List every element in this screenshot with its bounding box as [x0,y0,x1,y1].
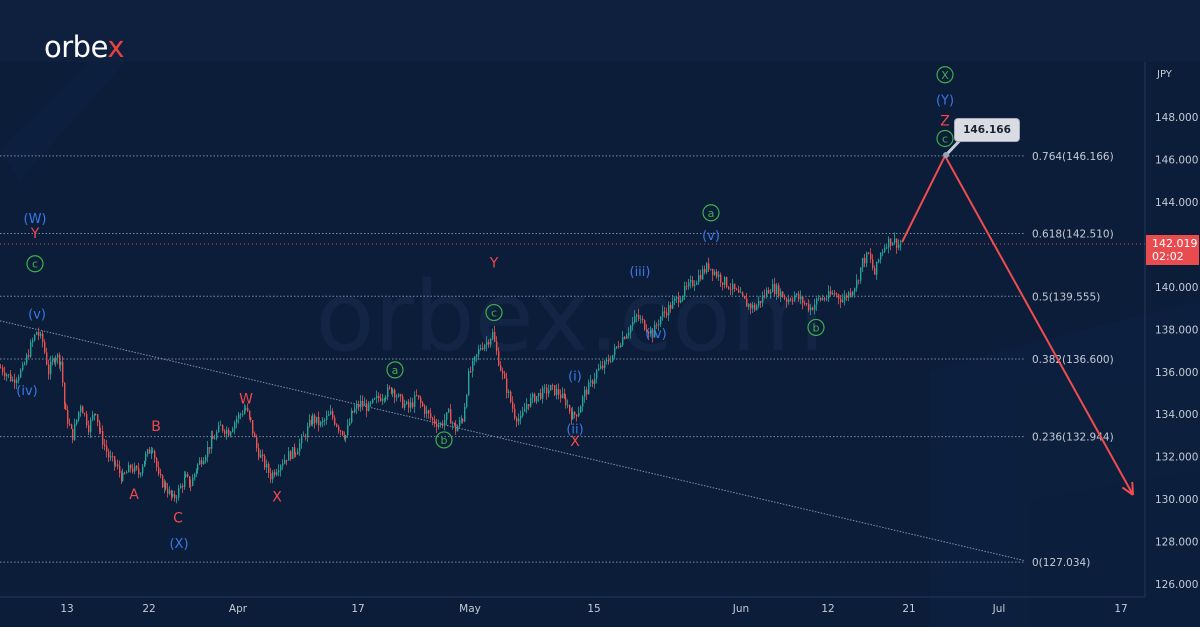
wave-circle [485,303,503,322]
time-tick-label: 17 [1114,603,1127,615]
time-tick-label: 22 [142,603,155,615]
wave-label: (iv) [16,384,37,399]
trendline[interactable] [0,320,1026,562]
wave-labels: (W)Yc(v)(iv)BAC(X)WXabYc(i)(ii)X(iii)(iv… [16,66,954,552]
currency-label: JPY [1156,69,1173,80]
time-axis[interactable]: 13 22 Apr 17 May 15 Jun 12 21 Jul 17 [60,603,1127,615]
price-tick-label: 130.000 [1155,494,1198,506]
fibonacci-levels: 0.764(146.166) 0.618(142.510) 0.5(139.555)… [0,151,1114,569]
wave-label: X [570,434,580,450]
time-tick-label: Jul [992,603,1006,615]
current-price-tag: 142.019 02:02 [1146,235,1199,265]
time-tick-label: May [459,603,481,615]
wave-label: B [151,419,161,435]
fib-level-label: 0.618(142.510) [1032,229,1114,241]
logo-text: orbe [44,30,108,64]
header-bar [0,0,1200,62]
wave-circle [936,129,954,148]
price-tick-label: 128.000 [1155,537,1198,549]
price-tick-label: 140.000 [1155,282,1198,294]
fib-level-label: 0.236(132.944) [1032,432,1114,444]
price-tick-label: 138.000 [1155,324,1198,336]
arrow-head-icon [1121,481,1134,496]
wave-label: (X) [169,537,188,552]
target-price-callout: 146.166 [955,119,1019,141]
price-tick-label: 134.000 [1155,409,1198,421]
target-point [943,152,949,158]
wave-label: c [942,132,948,145]
wave-label: (W) [24,212,47,227]
wave-label: C [173,510,183,526]
wave-circle [26,255,44,273]
orbex-logo: orbex [44,30,125,64]
wave-circle [936,66,954,84]
time-tick-label: 15 [587,603,600,615]
wave-circle [386,361,404,379]
wave-label: (iii) [630,265,651,280]
wave-label: X [941,69,949,82]
logo-accent: x [107,30,125,64]
wave-label: b [813,321,820,334]
wave-label: c [32,258,38,271]
price-tick-label: 146.000 [1155,154,1198,166]
wave-label: (ii) [566,422,583,437]
wave-label: Z [940,113,950,129]
wave-label: (i) [568,369,582,384]
price-tick-label: 144.000 [1155,197,1198,209]
time-tick-label: 13 [60,603,73,615]
wave-label: A [129,487,139,503]
fib-level-label: 0.764(146.166) [1032,151,1114,163]
price-tick-label: 136.000 [1155,367,1198,379]
wave-label: (Y) [936,93,954,108]
wave-label: X [272,489,282,505]
wave-circle [807,318,825,337]
price-axis[interactable]: 148.000146.000144.000142.000140.000138.0… [1155,112,1198,591]
wave-label: (v) [28,308,46,323]
price-tick-label: 132.000 [1155,452,1198,464]
wave-label: c [491,307,497,320]
time-tick-label: Jun [732,603,749,615]
background-decor [0,62,1200,627]
fib-level-label: 0(127.034) [1032,557,1090,569]
time-tick-label: 21 [902,603,915,615]
wave-label: Y [489,256,499,272]
wave-label: (iv) [645,327,666,342]
wave-circle [702,204,720,222]
price-tick-label: 148.000 [1155,112,1198,124]
bar-countdown: 02:02 [1152,250,1184,263]
price-tick-label: 126.000 [1155,579,1198,591]
wave-label: W [239,392,253,408]
time-tick-label: Apr [229,603,248,615]
wave-label: Y [30,226,40,242]
wave-label: (v) [702,229,720,244]
wave-label: a [392,364,399,377]
candlesticks [0,232,902,504]
wave-label: a [708,207,715,220]
current-price-value: 142.019 [1152,237,1198,250]
time-tick-label: 12 [821,603,834,615]
watermark: orbex.com [316,261,825,373]
fib-level-label: 0.382(136.600) [1032,354,1114,366]
wave-circle [435,431,453,449]
time-tick-label: 17 [351,603,364,615]
wave-label: b [441,434,448,447]
fib-level-label: 0.5(139.555) [1032,291,1100,303]
